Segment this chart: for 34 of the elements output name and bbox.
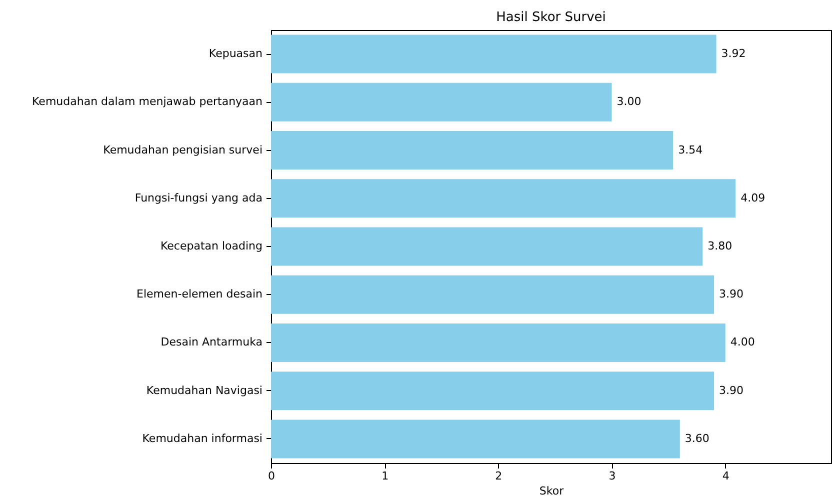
data-label: 3.54: [678, 143, 703, 156]
data-label: 4.09: [740, 191, 766, 204]
x-axis-title: Skor: [539, 484, 564, 498]
data-label: 3.80: [708, 240, 732, 252]
data-label: 4.00: [730, 336, 755, 349]
x-tick-label: 0: [268, 470, 275, 482]
bar: [271, 82, 612, 122]
data-label: 3.00: [616, 95, 642, 108]
x-tick-label: 3: [608, 470, 616, 482]
y-tick-label: Kepuasan: [208, 47, 263, 60]
data-label: 3.90: [719, 384, 744, 397]
y-tick-label: Kemudahan Navigasi: [146, 384, 262, 397]
data-label: 3.90: [719, 288, 744, 301]
bar: [271, 275, 714, 314]
y-tick-label: Kemudahan dalam menjawab pertanyaan: [32, 95, 263, 108]
y-tick-label: Desain Antarmuka: [160, 336, 262, 349]
bar: [271, 34, 716, 74]
data-label: 3.92: [721, 47, 746, 60]
bar: [271, 227, 703, 266]
x-tick-label: 2: [495, 470, 502, 482]
bar: [271, 372, 714, 410]
data-label: 3.60: [684, 432, 710, 445]
y-tick-label: Kecepatan loading: [160, 240, 262, 252]
y-tick-label: Kemudahan pengisian survei: [103, 143, 262, 156]
y-tick-label: Kemudahan informasi: [142, 432, 262, 445]
bar: [271, 179, 736, 218]
y-tick-label: Fungsi-fungsi yang ada: [134, 191, 262, 204]
bar: [271, 131, 674, 170]
y-tick-label: Elemen-elemen desain: [136, 288, 263, 301]
x-tick-label: 1: [382, 470, 389, 482]
chart-title: Hasil Skor Survei: [496, 10, 606, 25]
bar: [271, 420, 680, 458]
bar: [271, 323, 726, 362]
x-tick-label: 4: [722, 470, 730, 482]
